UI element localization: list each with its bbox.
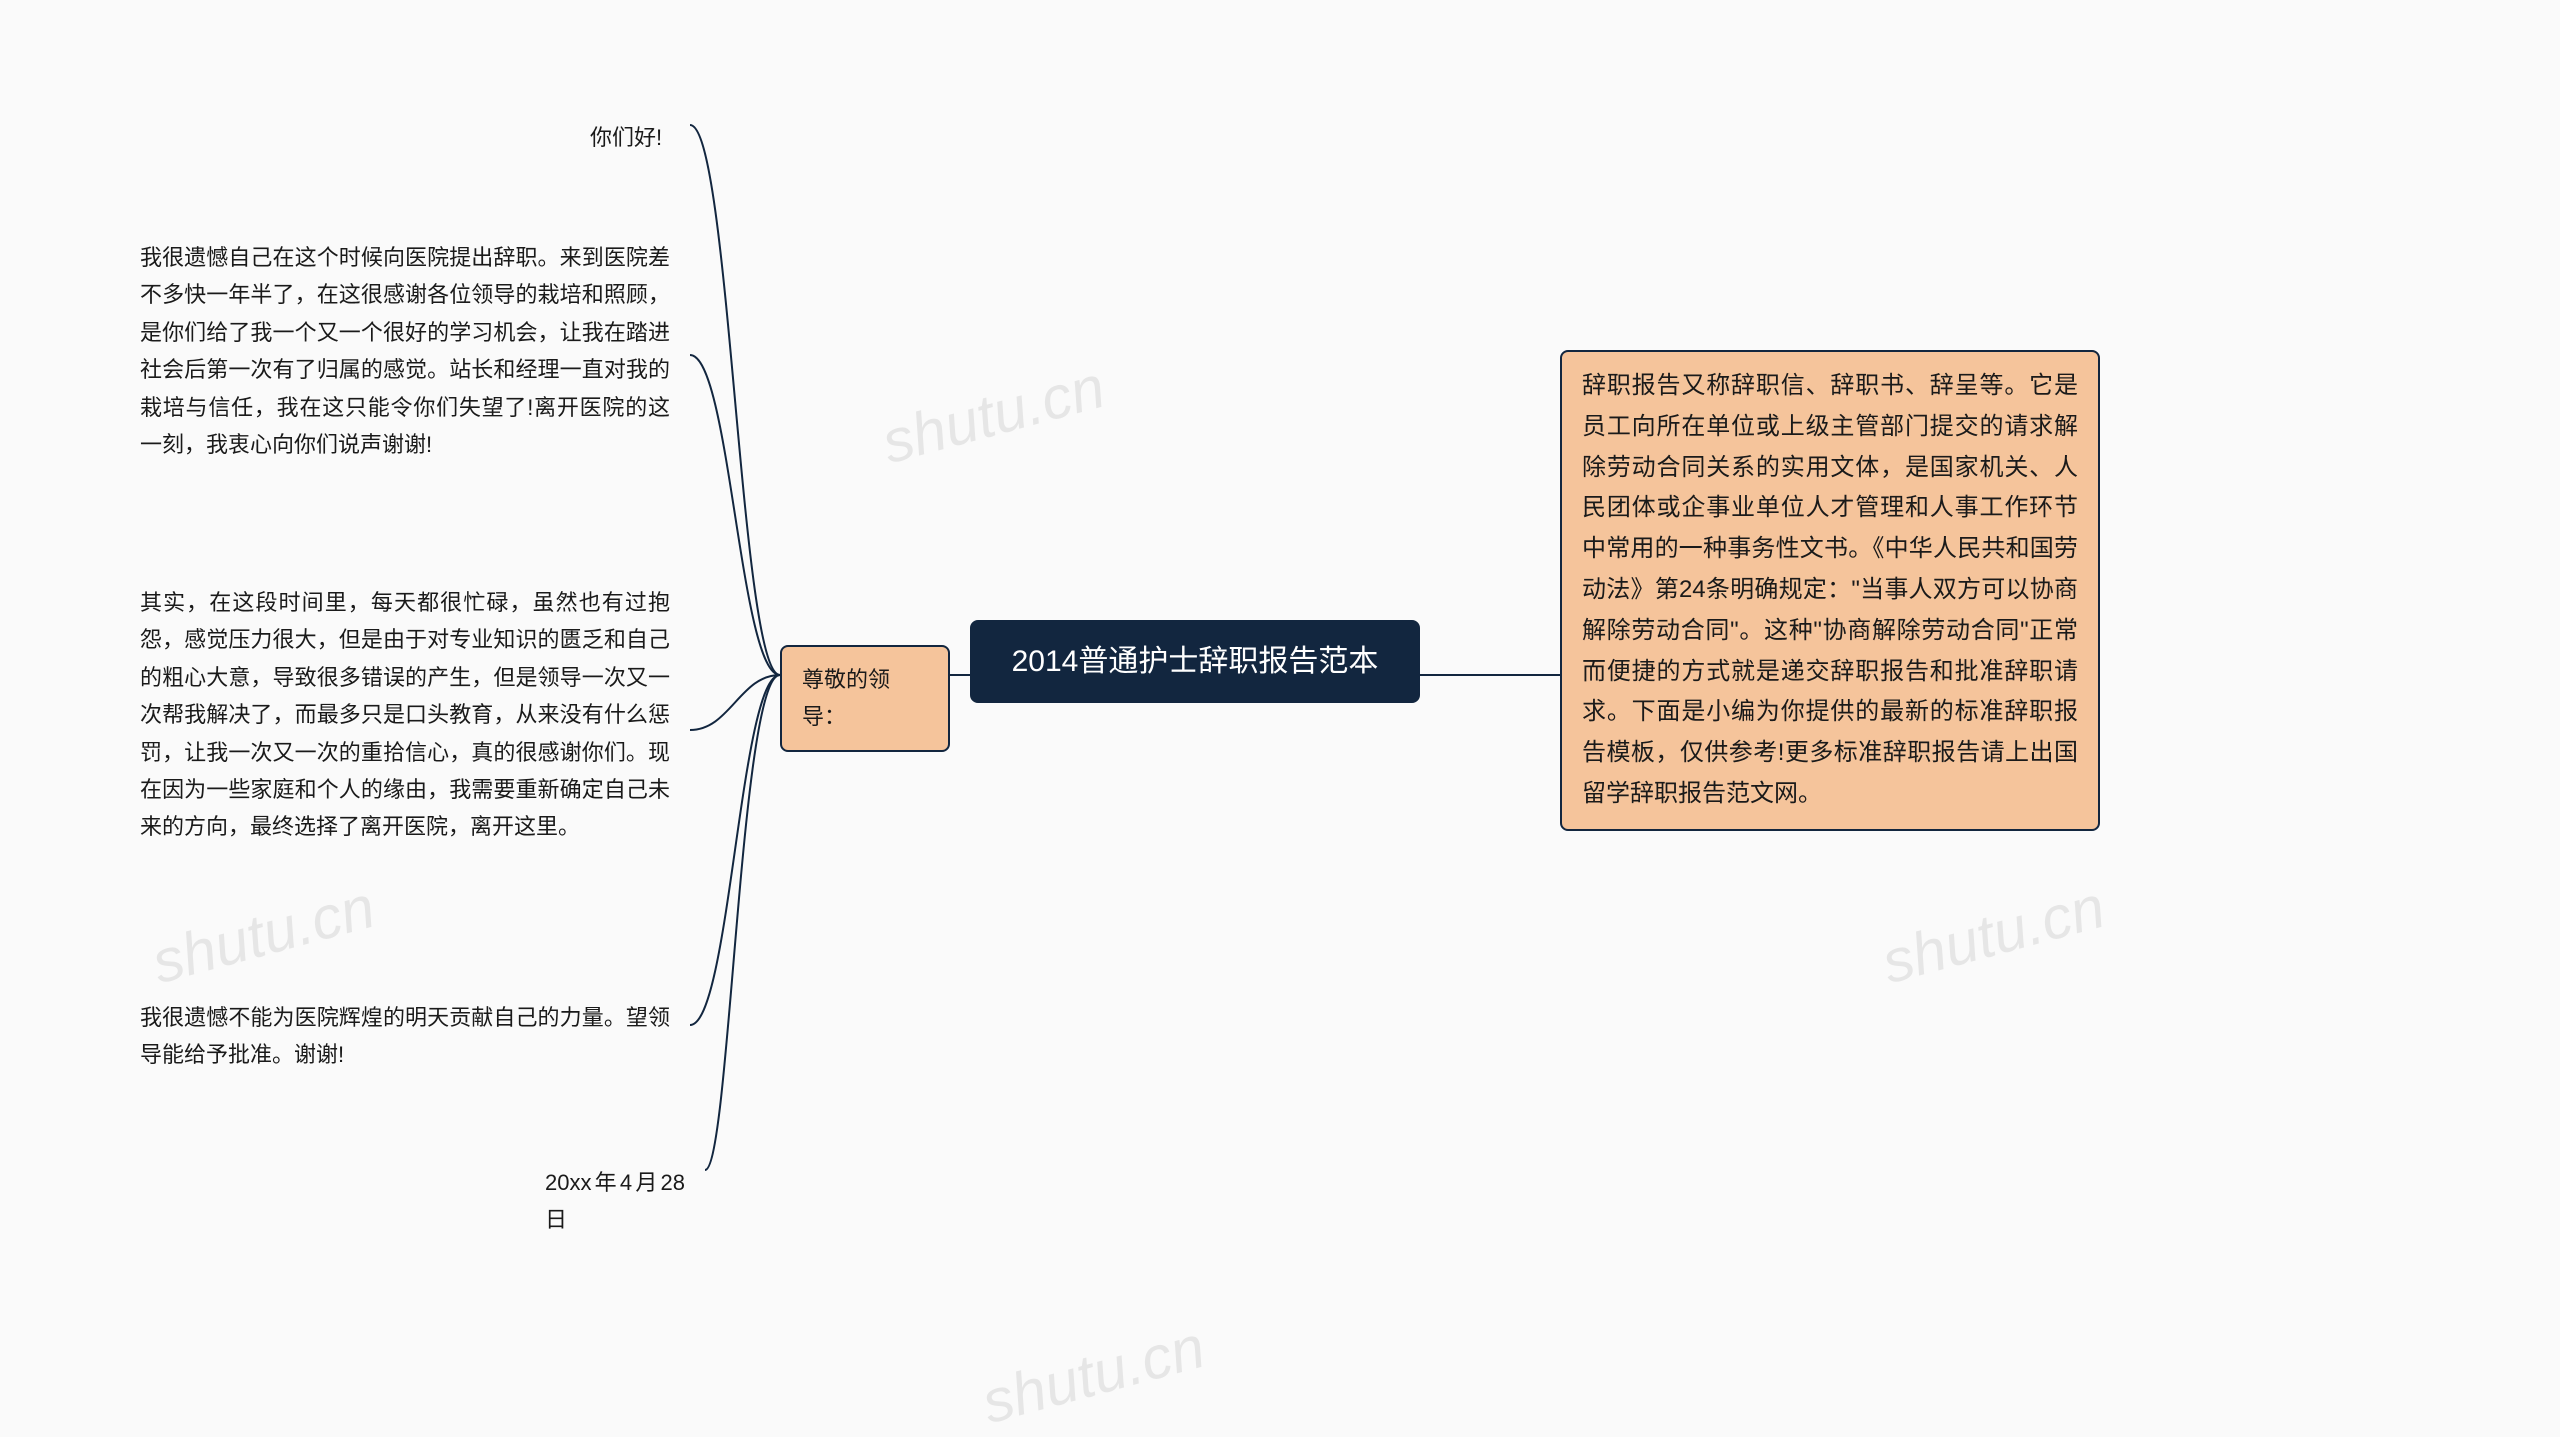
left-branch-node[interactable]: 尊敬的领导： bbox=[780, 645, 950, 752]
right-branch-node[interactable]: 辞职报告又称辞职信、辞职书、辞呈等。它是员工向所在单位或上级主管部门提交的请求解… bbox=[1560, 350, 2100, 831]
watermark: shutu.cn bbox=[1875, 872, 2112, 997]
leaf-node-greeting[interactable]: 你们好! bbox=[570, 105, 690, 170]
watermark: shutu.cn bbox=[875, 352, 1112, 477]
leaf-node-para1[interactable]: 我很遗憾自己在这个时候向医院提出辞职。来到医院差不多快一年半了，在这很感谢各位领… bbox=[120, 225, 690, 477]
leaf-node-para3[interactable]: 我很遗憾不能为医院辉煌的明天贡献自己的力量。望领导能给予批准。谢谢! bbox=[120, 985, 690, 1088]
root-node[interactable]: 2014普通护士辞职报告范本 bbox=[970, 620, 1420, 703]
leaf-node-para2[interactable]: 其实，在这段时间里，每天都很忙碌，虽然也有过抱怨，感觉压力很大，但是由于对专业知… bbox=[120, 570, 690, 860]
leaf-node-date[interactable]: 20xx年4月28日 bbox=[525, 1150, 705, 1253]
watermark: shutu.cn bbox=[975, 1312, 1212, 1437]
watermark: shutu.cn bbox=[145, 872, 382, 997]
